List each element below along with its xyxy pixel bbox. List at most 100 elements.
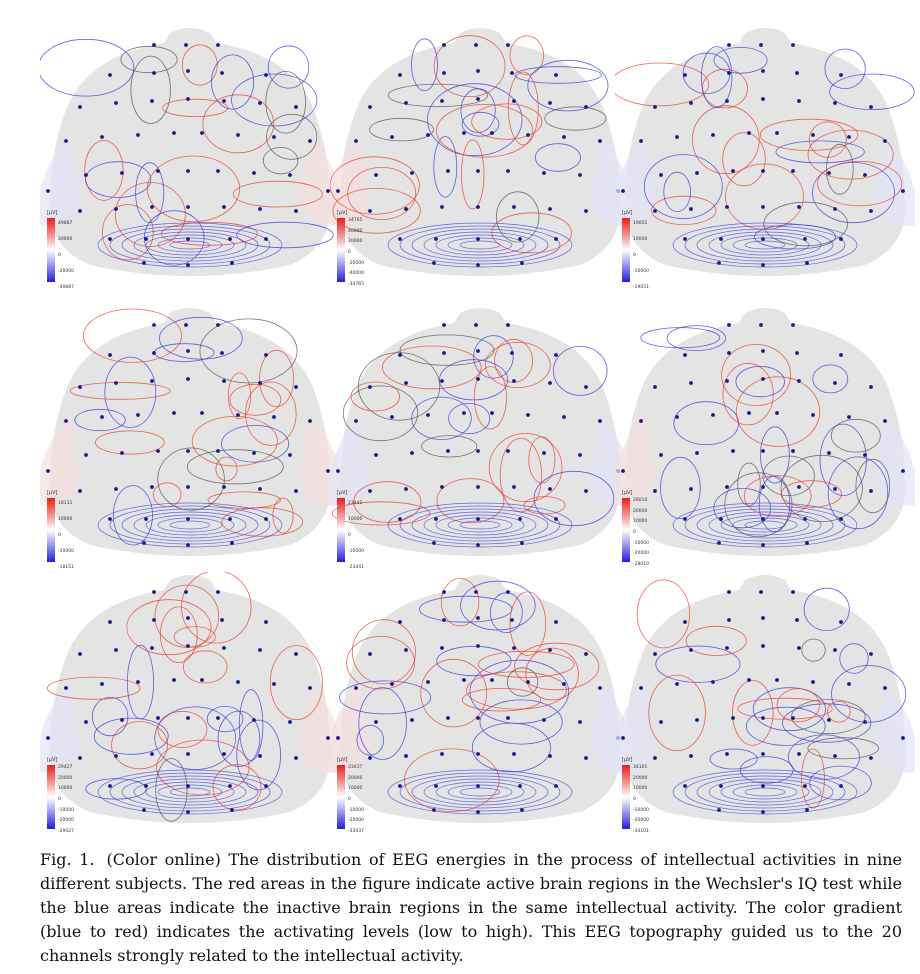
electrode-dot [152, 323, 156, 327]
colorbar-tick-label: -28010 [633, 562, 649, 568]
contour-line [143, 210, 205, 266]
contour-line [737, 697, 833, 720]
electrode-dot [901, 469, 905, 473]
contour-line [259, 349, 295, 408]
electrode-dot [186, 237, 190, 241]
colorbar-tick-label: 29427 [58, 765, 73, 770]
contour-line [663, 171, 692, 212]
electrode-dot [184, 323, 188, 327]
colorbar-tick-label: 34765 [348, 218, 363, 223]
contour-line [459, 787, 501, 797]
contour-line [708, 778, 822, 806]
contour-line [104, 356, 157, 428]
colorbar-legend: [µV] 34101 20000 10000 0 -10000 -20000 -34101 [621, 757, 671, 847]
contour-line [509, 591, 547, 656]
contour-line [83, 308, 182, 363]
electrode-dot [731, 716, 735, 720]
contour-line [231, 73, 318, 127]
colorbar-tick-label: 20000 [58, 237, 73, 242]
electrode-dot [621, 469, 625, 473]
topography-map [615, 575, 915, 823]
electrode-dot [446, 449, 450, 453]
colorbar-unit: [µV] [47, 490, 58, 496]
electrode-dot [512, 205, 516, 209]
contour-line [839, 643, 869, 674]
head-outline [49, 575, 331, 823]
contour-line [159, 606, 198, 663]
contour-line [447, 237, 513, 253]
contour-line [411, 38, 438, 92]
contour-line [262, 147, 299, 175]
electrode-dot [548, 207, 552, 211]
electrode-dot [186, 644, 190, 648]
electrode-dot [554, 73, 558, 77]
contour-line [514, 642, 600, 691]
electrode-dot [621, 736, 625, 740]
contour-line [743, 475, 812, 517]
colorbar-gradient [47, 218, 55, 282]
contour-line [369, 117, 434, 142]
electrode-dot [883, 686, 887, 690]
electrode-dot [797, 646, 801, 650]
contour-line [763, 201, 848, 247]
electrode-dot [869, 209, 873, 213]
topography-map [40, 28, 340, 276]
electrode-dot [490, 678, 494, 682]
contour-line [227, 372, 252, 420]
contour-line [411, 508, 549, 542]
contour-line [477, 650, 575, 678]
electrode-dot [152, 43, 156, 47]
contour-line [484, 342, 551, 389]
contour-line [762, 455, 815, 496]
contour-line [732, 517, 798, 533]
colorbar-unit: [µV] [622, 210, 633, 216]
electrode-dot [747, 411, 751, 415]
contour-line [173, 626, 216, 648]
electrode-dot [727, 351, 731, 355]
contour-line [827, 701, 851, 723]
contour-line [440, 578, 480, 627]
electrode-dot [156, 716, 160, 720]
contour-line [436, 104, 534, 158]
contour-line [159, 316, 243, 360]
contour-line [207, 491, 281, 509]
electrode-dot [258, 648, 262, 652]
electrode-dot [598, 139, 602, 143]
contour-line [460, 139, 485, 210]
contour-line [460, 580, 536, 631]
contour-line [466, 671, 567, 710]
electrode-dot [144, 237, 148, 241]
contour-line [514, 66, 602, 84]
electrode-dot [512, 752, 516, 756]
electrode-dot [78, 209, 82, 213]
colorbar-ticks: 34765 40000 20000 0 -20000 -40000 -34765 [348, 216, 364, 291]
head-outline [339, 575, 621, 823]
contour-line [95, 430, 165, 455]
electrode-dot [368, 105, 372, 109]
contour-line [509, 35, 544, 76]
electrode-dot [78, 105, 82, 109]
electrode-dot [883, 419, 887, 423]
electrode-dot [827, 718, 831, 722]
electrode-dot [100, 135, 104, 139]
electrode-dot [747, 131, 751, 135]
electrode-dot [84, 720, 88, 724]
electrode-dot [446, 716, 450, 720]
topography-panel: [µV] 34765 40000 20000 0 -20000 -40000 -34765 [330, 25, 630, 295]
electrode-dot [797, 205, 801, 209]
electrode-dot [216, 169, 220, 173]
electrode-dot [761, 449, 765, 453]
electrode-dot [186, 784, 190, 788]
electrode-dot [554, 517, 558, 521]
colorbar-legend: [µV] 28010 20000 10000 0 -10000 -20000 -28010 [621, 490, 671, 580]
electrode-dot [675, 682, 679, 686]
electrode-dot [432, 261, 436, 265]
electrode-dot [142, 541, 146, 545]
electrode-dot [689, 487, 693, 491]
electrode-dot [659, 453, 663, 457]
electrode-dot [761, 716, 765, 720]
electrode-dot [156, 449, 160, 453]
electrode-dot [252, 451, 256, 455]
contour-line [399, 225, 561, 265]
contour-line [685, 625, 747, 656]
